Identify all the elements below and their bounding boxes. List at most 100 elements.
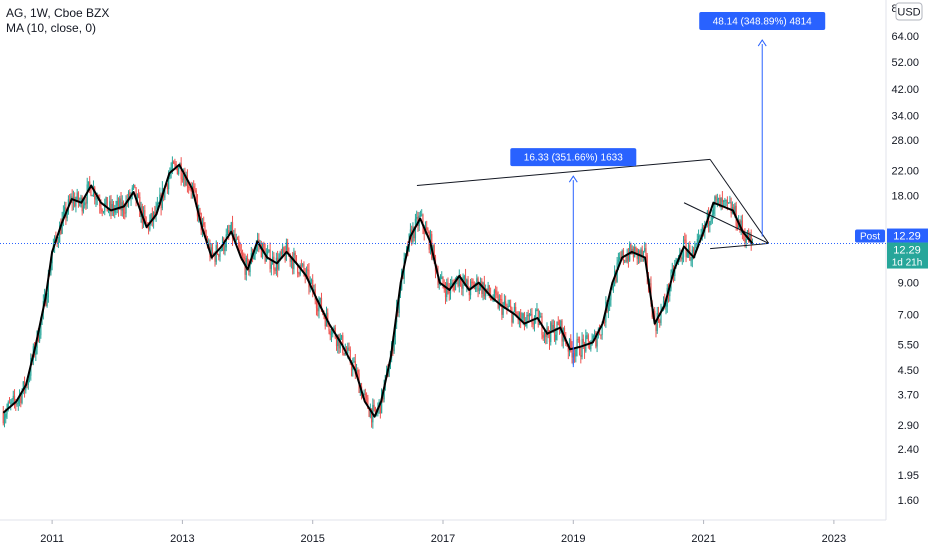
down-candle-body: [246, 257, 249, 261]
down-candle-body: [537, 309, 539, 325]
up-candle-body: [642, 251, 645, 257]
up-candle-body: [612, 286, 614, 288]
up-candle-body: [183, 175, 185, 181]
moving-average-layer: [2, 163, 754, 418]
indicator-title[interactable]: MA (10, close, 0): [6, 21, 97, 35]
up-candle-body: [439, 279, 442, 284]
down-candle-body: [329, 331, 331, 336]
up-candle-body: [487, 285, 489, 291]
measurement-layer[interactable]: 16.33 (351.66%) 1633 48.14 (348.89%) 4814: [510, 12, 826, 368]
post-label-badge: [855, 229, 885, 243]
channel-bottom-line[interactable]: [710, 242, 769, 250]
up-candle-body: [536, 309, 538, 311]
down-candle-body: [604, 321, 606, 323]
down-candle-body: [8, 402, 11, 404]
down-candle-body: [56, 239, 58, 243]
price-tick-label: 18.00: [891, 191, 919, 203]
down-candle-body: [467, 279, 469, 291]
down-candle-body: [477, 278, 479, 291]
measure-label: 48.14 (348.89%) 4814: [713, 17, 812, 28]
down-candle-body: [635, 247, 637, 249]
down-candle-body: [367, 397, 369, 409]
down-candle-body: [312, 279, 314, 292]
up-candle-body: [575, 349, 577, 357]
up-candle-body: [66, 212, 68, 219]
down-candle-body: [680, 253, 682, 260]
up-candle-body: [393, 337, 395, 352]
down-candle-body: [189, 187, 191, 189]
down-candle-body: [567, 345, 569, 352]
wedge-upper-line[interactable]: [709, 159, 770, 244]
down-candle-body: [190, 188, 192, 192]
last-price: 12.29: [893, 245, 921, 257]
up-candle-body: [270, 264, 272, 269]
up-candle-body: [76, 192, 78, 201]
down-candle-body: [515, 306, 517, 314]
down-candle-body: [335, 337, 338, 347]
price-tick-label: 1.95: [898, 470, 919, 482]
down-candle-body: [655, 323, 657, 331]
wedge-mid-line[interactable]: [683, 202, 769, 244]
up-candle-body: [64, 207, 66, 212]
up-candle-body: [512, 311, 514, 323]
down-candle-body: [260, 242, 262, 258]
up-candle-body: [740, 220, 742, 230]
up-candle-body: [560, 320, 562, 332]
channel-top-line[interactable]: [416, 158, 711, 186]
up-candle-body: [398, 293, 400, 313]
up-candle-body: [12, 395, 14, 400]
up-candle-body: [35, 348, 37, 355]
up-candle-body: [543, 333, 546, 338]
up-candle-body: [576, 338, 578, 350]
down-candle-body: [199, 208, 201, 213]
down-candle-body: [545, 333, 547, 337]
post-price-badge: [887, 228, 928, 243]
down-candle-body: [320, 297, 323, 312]
up-candle-body: [729, 202, 731, 204]
down-candle-body: [85, 202, 87, 204]
up-candle-body: [624, 260, 626, 262]
down-candle-body: [137, 194, 140, 197]
up-candle-body: [259, 242, 261, 245]
up-candle-body: [609, 300, 611, 306]
up-candle-body: [102, 211, 105, 213]
down-candle-body: [99, 200, 101, 207]
up-candle-body: [699, 235, 701, 237]
down-candle-body: [472, 281, 474, 284]
currency-tag[interactable]: USD: [895, 2, 923, 21]
up-candle-body: [718, 197, 720, 200]
time-axis[interactable]: 2011 2013 2015 2017 2019 2021 2023: [40, 520, 846, 545]
up-candle-body: [59, 225, 61, 243]
down-candle-body: [750, 234, 752, 244]
down-candle-body: [500, 298, 502, 300]
up-candle-body: [185, 174, 187, 186]
down-candle-body: [134, 184, 136, 188]
down-candle-body: [74, 197, 76, 207]
down-candle-body: [464, 276, 467, 285]
up-candle-body: [446, 282, 448, 298]
up-candle-body: [513, 306, 516, 312]
up-candle-body: [319, 297, 321, 303]
down-candle-body: [427, 230, 429, 233]
symbol-title[interactable]: AG, 1W, Cboe BZX: [6, 6, 110, 20]
up-candle-body: [681, 257, 683, 260]
down-candle-body: [308, 270, 310, 288]
drawings-layer[interactable]: [416, 158, 770, 250]
time-tick-label: 2019: [561, 533, 585, 545]
down-candle-body: [81, 197, 83, 212]
up-candle-body: [136, 194, 138, 201]
up-candle-body: [713, 208, 715, 214]
down-candle-body: [721, 198, 723, 202]
bar-countdown: 1d 21h: [892, 258, 923, 269]
up-candle-body: [581, 338, 583, 357]
time-axis-bg: [0, 520, 932, 550]
up-candle-body: [656, 312, 658, 331]
up-candle-body: [363, 393, 365, 395]
down-candle-body: [294, 252, 296, 256]
time-tick-label: 2011: [40, 533, 64, 545]
up-candle-body: [155, 207, 157, 217]
price-tick-label: 34.00: [891, 111, 919, 123]
down-candle-body: [154, 211, 156, 217]
up-candle-body: [631, 248, 633, 253]
